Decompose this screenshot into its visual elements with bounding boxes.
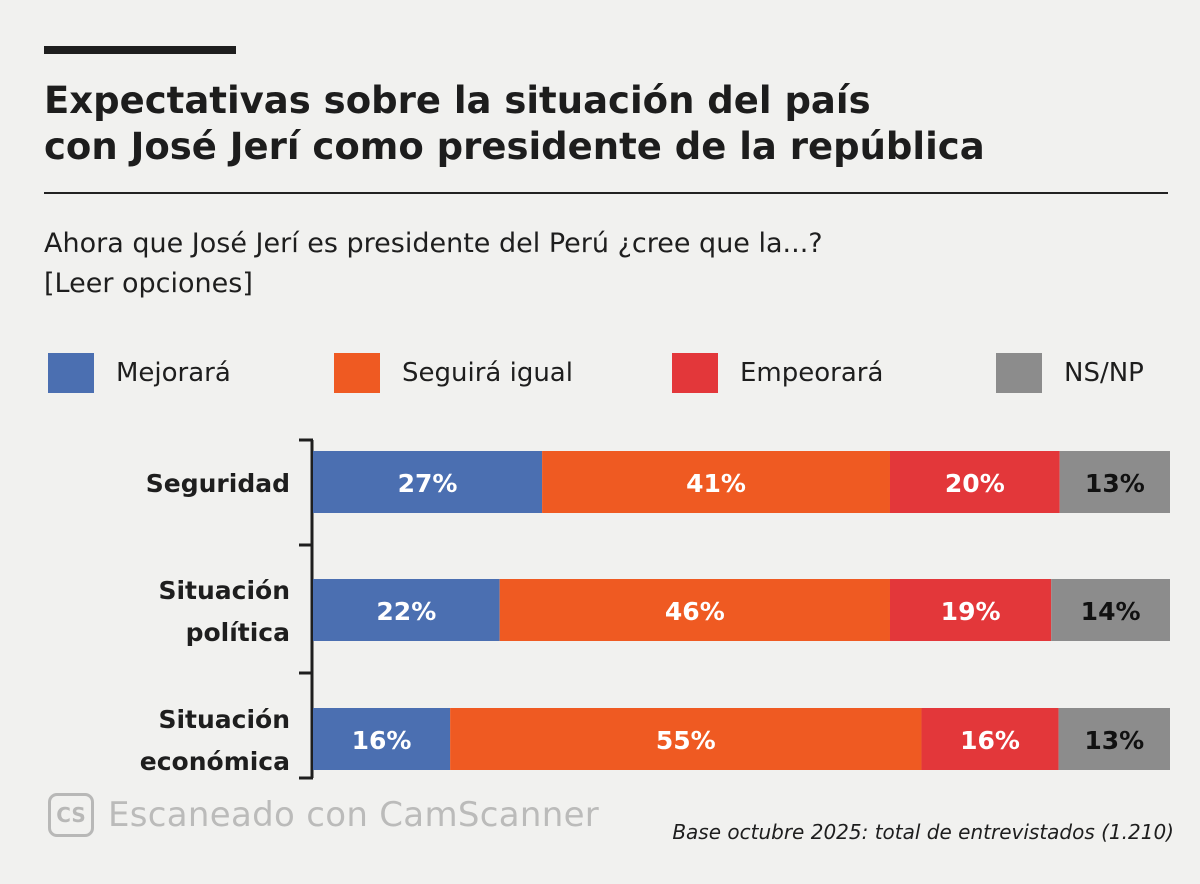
bar-segment: [889, 451, 1060, 513]
legend-label-nsnp: NS/NP: [1064, 358, 1144, 388]
bar-value-label: 14%: [1081, 597, 1141, 626]
bar-value-label: 13%: [1084, 726, 1144, 755]
bar-value-label: 20%: [945, 469, 1005, 498]
title-line-1: Expectativas sobre la situación del país: [44, 79, 871, 122]
watermark-text: Escaneado con CamScanner: [108, 795, 600, 835]
legend-item-mejorara: Mejorará: [48, 350, 231, 396]
bar-value-label: 16%: [960, 726, 1020, 755]
bar-value-label: 55%: [656, 726, 716, 755]
question-line-2: [Leer opciones]: [44, 268, 253, 299]
title-line-2: con José Jerí como presidente de la repú…: [44, 125, 985, 168]
survey-question: Ahora que José Jerí es presidente del Pe…: [44, 224, 1144, 304]
bar-value-label: 13%: [1085, 469, 1145, 498]
category-label: Situación: [158, 576, 290, 605]
bar-value-label: 41%: [686, 469, 746, 498]
question-line-1: Ahora que José Jerí es presidente del Pe…: [44, 228, 823, 259]
legend-item-empeorara: Empeorará: [672, 350, 883, 396]
bar-value-label: 19%: [941, 597, 1001, 626]
bar-segment: [499, 579, 890, 641]
bar-segment: [542, 451, 890, 513]
top-rule: [44, 46, 236, 54]
bar-segment: [313, 451, 543, 513]
legend-item-seguira-igual: Seguirá igual: [334, 350, 573, 396]
legend: Mejorará Seguirá igual Empeorará NS/NP: [0, 350, 1200, 400]
bar-segment: [313, 708, 451, 770]
legend-item-nsnp: NS/NP: [996, 350, 1144, 396]
bar-segment: [1059, 451, 1170, 513]
bar-segment: [1051, 579, 1170, 641]
legend-swatch-nsnp: [996, 353, 1042, 393]
bar-value-label: 22%: [376, 597, 436, 626]
bar-value-label: 27%: [398, 469, 458, 498]
category-label: económica: [140, 747, 290, 776]
legend-label-mejorara: Mejorará: [116, 358, 231, 388]
legend-swatch-empeorara: [672, 353, 718, 393]
bar-segment: [1058, 708, 1170, 770]
bar-value-label: 46%: [665, 597, 725, 626]
legend-swatch-mejorara: [48, 353, 94, 393]
category-label: Situación: [158, 705, 290, 734]
camscanner-logo-icon: CS: [48, 793, 94, 837]
category-label: política: [186, 618, 290, 647]
title-rule: [44, 192, 1168, 194]
bar-segment: [450, 708, 922, 770]
category-label: Seguridad: [146, 469, 290, 498]
bar-segment: [921, 708, 1059, 770]
legend-swatch-seguira-igual: [334, 353, 380, 393]
legend-label-empeorara: Empeorará: [740, 358, 884, 388]
legend-label-seguira-igual: Seguirá igual: [402, 358, 573, 388]
camscanner-watermark: CS Escaneado con CamScanner: [48, 792, 599, 838]
bar-value-label: 16%: [352, 726, 412, 755]
footnote-base: Base octubre 2025: total de entrevistado…: [672, 820, 1174, 844]
chart-title: Expectativas sobre la situación del país…: [44, 78, 1164, 170]
bar-segment: [889, 579, 1052, 641]
bar-segment: [313, 579, 500, 641]
